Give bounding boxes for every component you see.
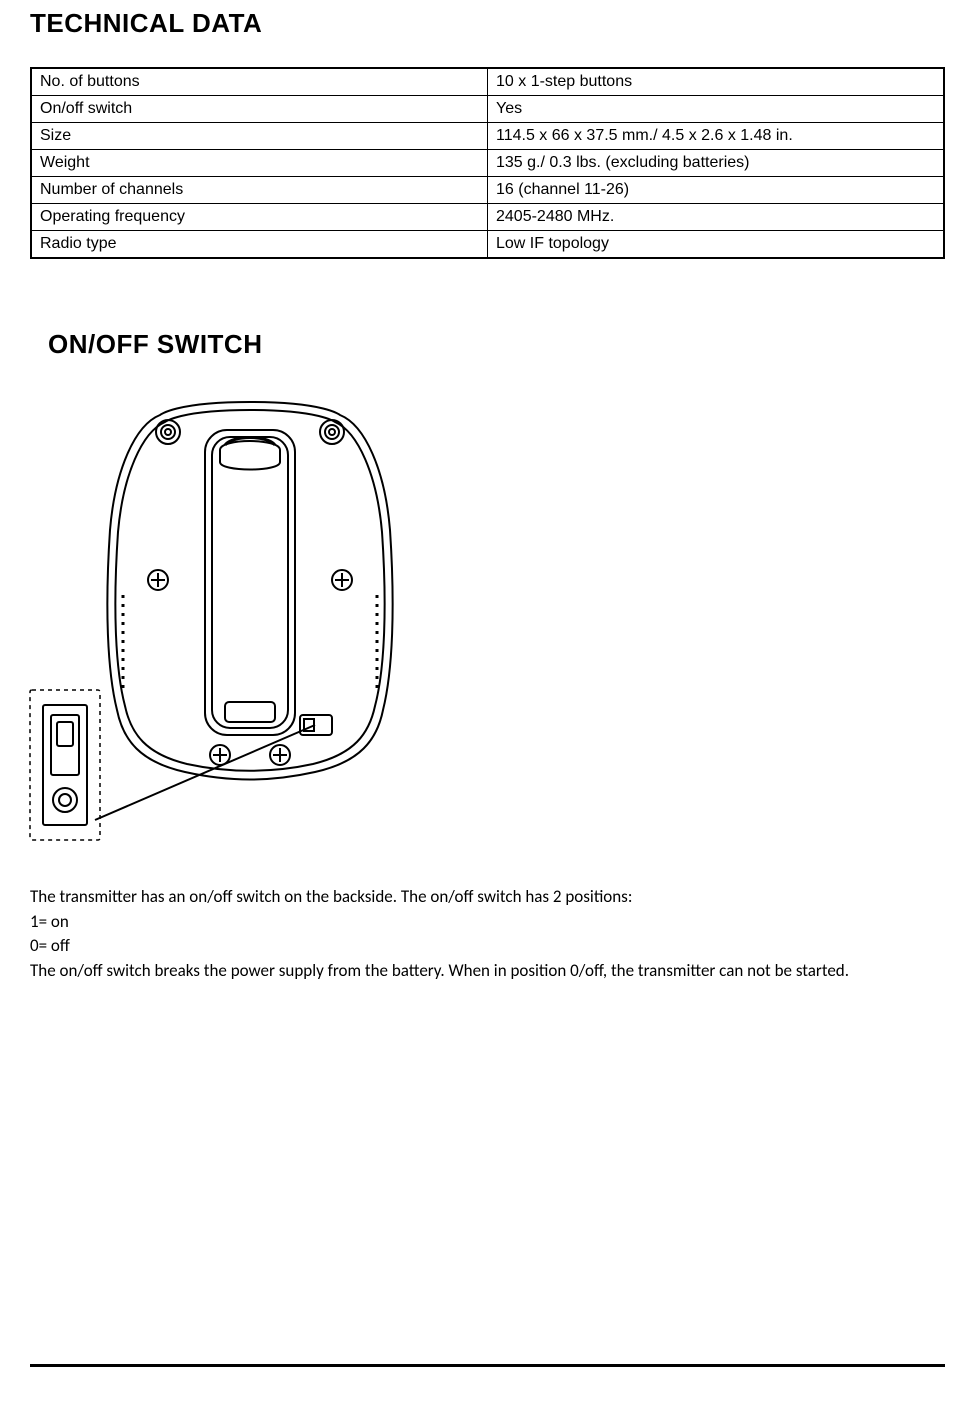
spec-label: Radio type [31,231,488,259]
spec-label: Number of channels [31,177,488,204]
desc-line: 0= off [30,934,945,959]
footer-divider [30,1364,945,1367]
spec-value: 16 (channel 11-26) [488,177,945,204]
spec-label: Weight [31,150,488,177]
table-row: No. of buttons 10 x 1-step buttons [31,68,944,96]
desc-line: 1= on [30,910,945,935]
spec-value: 2405-2480 MHz. [488,204,945,231]
spec-value: 114.5 x 66 x 37.5 mm./ 4.5 x 2.6 x 1.48 … [488,123,945,150]
on-off-description: The transmitter has an on/off switch on … [30,885,945,984]
technical-data-heading: TECHNICAL DATA [30,8,945,39]
spec-value: Low IF topology [488,231,945,259]
table-row: Weight 135 g./ 0.3 lbs. (excluding batte… [31,150,944,177]
table-row: On/off switch Yes [31,96,944,123]
technical-data-table: No. of buttons 10 x 1-step buttons On/of… [30,67,945,259]
spec-label: No. of buttons [31,68,488,96]
on-off-switch-heading: ON/OFF SWITCH [48,329,945,360]
spec-value: Yes [488,96,945,123]
spec-label: Size [31,123,488,150]
table-row: Number of channels 16 (channel 11-26) [31,177,944,204]
desc-line: The on/off switch breaks the power suppl… [30,959,945,984]
desc-line: The transmitter has an on/off switch on … [30,885,945,910]
spec-value: 135 g./ 0.3 lbs. (excluding batteries) [488,150,945,177]
spec-label: On/off switch [31,96,488,123]
spec-value: 10 x 1-step buttons [488,68,945,96]
transmitter-figure [15,390,945,855]
table-row: Radio type Low IF topology [31,231,944,259]
spec-label: Operating frequency [31,204,488,231]
transmitter-line-drawing-icon [15,390,435,850]
table-row: Operating frequency 2405-2480 MHz. [31,204,944,231]
table-row: Size 114.5 x 66 x 37.5 mm./ 4.5 x 2.6 x … [31,123,944,150]
